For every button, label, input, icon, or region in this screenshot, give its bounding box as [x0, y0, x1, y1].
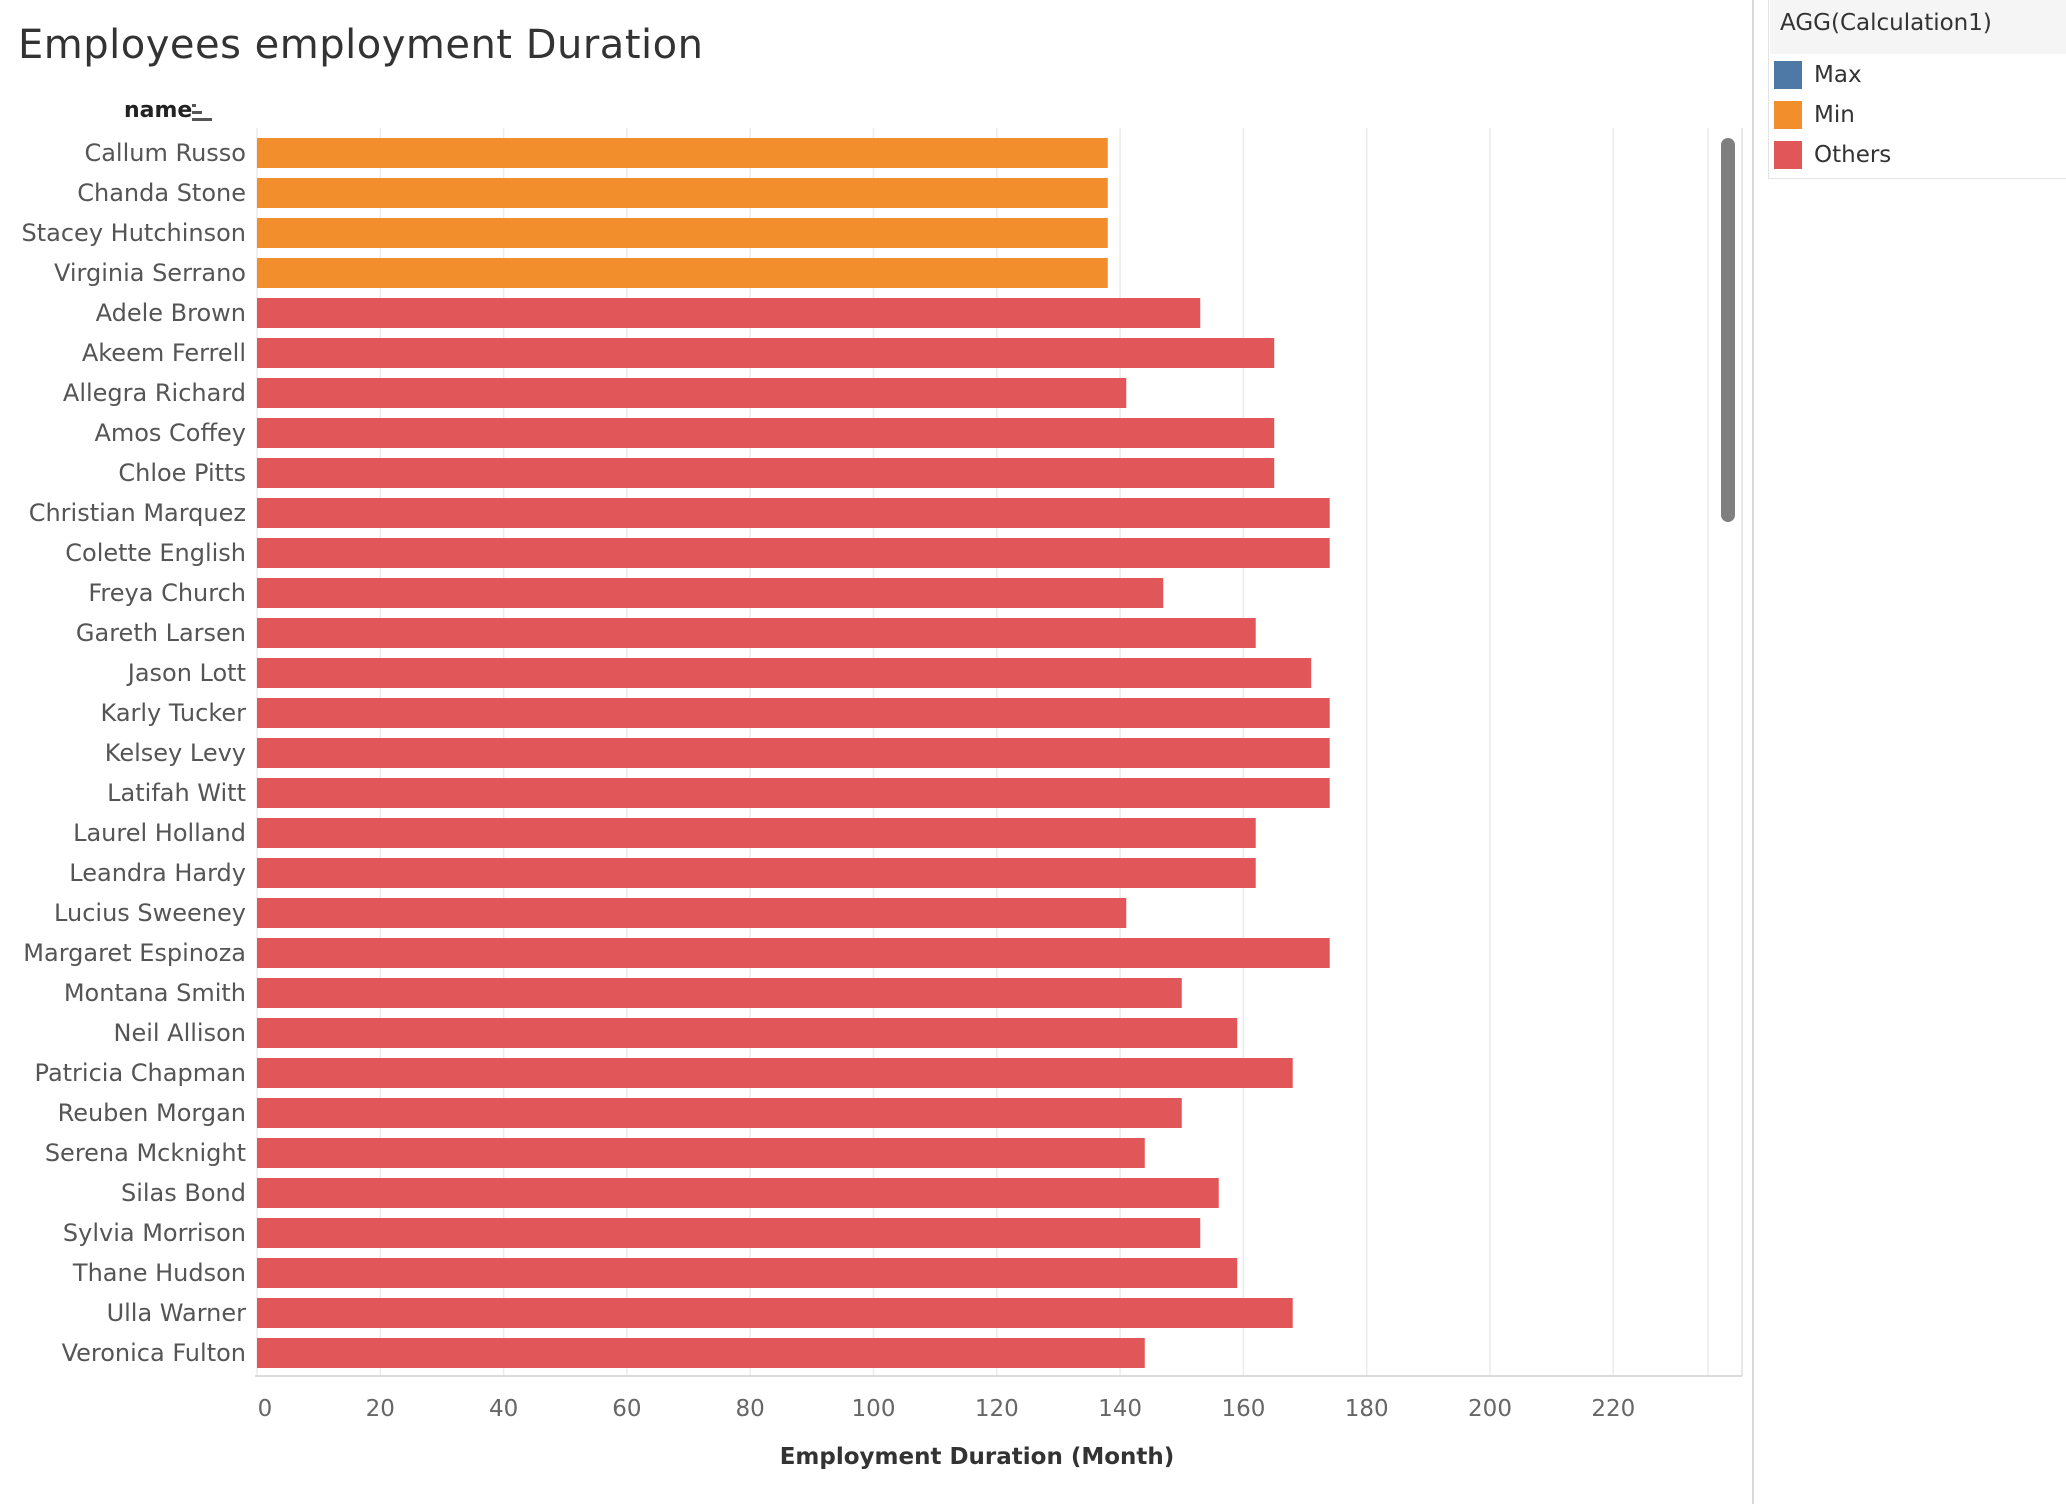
category-label: Margaret Espinoza	[23, 939, 246, 967]
category-label: Ulla Warner	[107, 1299, 247, 1327]
legend-label-others: Others	[1814, 142, 1892, 168]
legend-swatch-others	[1774, 141, 1802, 169]
x-tick-label: 140	[1098, 1396, 1142, 1422]
bar	[257, 818, 1256, 848]
category-label: Freya Church	[88, 579, 246, 607]
category-label: Virginia Serrano	[54, 259, 246, 287]
category-label: Montana Smith	[64, 979, 246, 1007]
category-label: Laurel Holland	[73, 819, 246, 847]
legend-title: AGG(Calculation1)	[1780, 10, 1992, 36]
bar	[257, 138, 1108, 168]
category-label: Sylvia Morrison	[63, 1219, 246, 1247]
category-label: Reuben Morgan	[58, 1099, 246, 1127]
category-label: Stacey Hutchinson	[22, 219, 247, 247]
bar	[257, 1338, 1145, 1368]
category-label: Latifah Witt	[107, 779, 246, 807]
category-label: Veronica Fulton	[62, 1339, 246, 1367]
x-tick-label: 180	[1345, 1396, 1389, 1422]
legend-item-min[interactable]: Min	[1774, 100, 1855, 130]
bar	[257, 498, 1330, 528]
category-label: Adele Brown	[96, 299, 246, 327]
vertical-scrollbar-thumb[interactable]	[1721, 138, 1735, 522]
bar	[257, 538, 1330, 568]
bar	[257, 298, 1201, 328]
bar	[257, 1018, 1238, 1048]
x-tick-label: 60	[612, 1396, 641, 1422]
bar	[257, 338, 1275, 368]
chart-title: Employees employment Duration	[18, 22, 704, 68]
bar	[257, 1298, 1293, 1328]
category-label: Akeem Ferrell	[82, 339, 246, 367]
bar	[257, 1258, 1238, 1288]
x-tick-label: 220	[1591, 1396, 1635, 1422]
x-tick-label: 80	[736, 1396, 765, 1422]
legend-label-min: Min	[1814, 102, 1855, 128]
category-label: Gareth Larsen	[76, 619, 246, 647]
legend-label-max: Max	[1814, 62, 1862, 88]
category-label: Allegra Richard	[63, 379, 246, 407]
category-label: Karly Tucker	[101, 699, 247, 727]
bar	[257, 1138, 1145, 1168]
category-label: Serena Mcknight	[45, 1139, 246, 1167]
category-label: Thane Hudson	[72, 1259, 246, 1287]
bar	[257, 938, 1330, 968]
legend-panel	[1752, 0, 2066, 1504]
bar	[257, 578, 1164, 608]
x-tick-label: 200	[1468, 1396, 1512, 1422]
x-tick-label: 100	[852, 1396, 896, 1422]
bar	[257, 1178, 1219, 1208]
legend-item-max[interactable]: Max	[1774, 60, 1862, 90]
legend-title-bar	[1770, 0, 2066, 54]
category-label: Christian Marquez	[29, 499, 246, 527]
x-tick-label: 20	[366, 1396, 395, 1422]
category-label: Patricia Chapman	[35, 1059, 246, 1087]
sort-descending-icon[interactable]	[192, 104, 214, 122]
row-header-name[interactable]: name	[124, 98, 193, 123]
category-label: Jason Lott	[126, 659, 246, 687]
category-label: Colette English	[65, 539, 246, 567]
bar	[257, 898, 1127, 928]
x-tick-label: 0	[258, 1396, 273, 1422]
bar	[257, 1218, 1201, 1248]
category-label: Amos Coffey	[94, 419, 246, 447]
category-label: Kelsey Levy	[105, 739, 246, 767]
x-tick-label: 40	[489, 1396, 518, 1422]
bar	[257, 1098, 1182, 1128]
bar	[257, 258, 1108, 288]
legend-swatch-max	[1774, 61, 1802, 89]
bar	[257, 698, 1330, 728]
category-label: Chanda Stone	[77, 179, 246, 207]
bar	[257, 418, 1275, 448]
x-tick-label: 120	[975, 1396, 1019, 1422]
category-label: Lucius Sweeney	[54, 899, 246, 927]
category-label: Callum Russo	[84, 139, 246, 167]
bar	[257, 778, 1330, 808]
category-label: Leandra Hardy	[69, 859, 246, 887]
bar	[257, 978, 1182, 1008]
category-label: Silas Bond	[121, 1179, 246, 1207]
bar	[257, 618, 1256, 648]
bar-chart: Callum Russo Chanda Stone Stacey Hutchinso…	[22, 128, 1743, 1470]
legend-swatch-min	[1774, 101, 1802, 129]
bar	[257, 458, 1275, 488]
x-axis-title: Employment Duration (Month)	[780, 1444, 1175, 1470]
category-label: Chloe Pitts	[118, 459, 246, 487]
category-label: Neil Allison	[113, 1019, 246, 1047]
bar	[257, 218, 1108, 248]
bar	[257, 738, 1330, 768]
bar	[257, 658, 1312, 688]
x-tick-label: 160	[1221, 1396, 1265, 1422]
bar	[257, 378, 1127, 408]
bar	[257, 1058, 1293, 1088]
bar	[257, 858, 1256, 888]
bar	[257, 178, 1108, 208]
legend-item-others[interactable]: Others	[1774, 140, 1891, 170]
